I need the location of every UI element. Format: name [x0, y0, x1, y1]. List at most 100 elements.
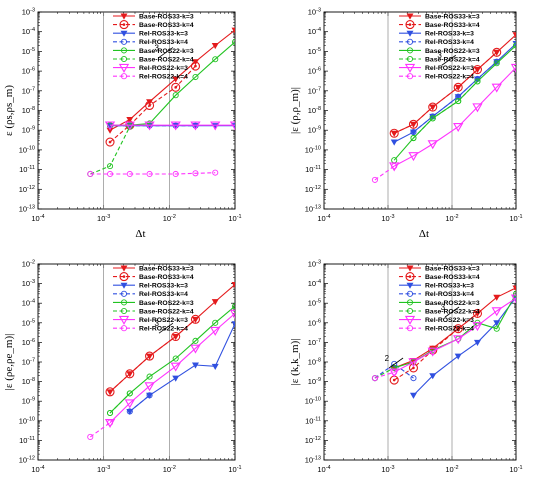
y-tick-label: 10-8 — [308, 358, 321, 367]
x-tick-label: 10-4 — [31, 214, 44, 223]
data-point-Base-ROS33-k=3 — [211, 42, 219, 50]
data-point-Rel-ROS33-k=4 — [146, 392, 153, 399]
data-point-Base-ROS22-k=3 — [493, 60, 500, 67]
series-line-Rel-ROS33-k=3 — [413, 296, 516, 396]
legend-label: Base-ROS22-k=3 — [139, 300, 194, 307]
data-point-Base-ROS33-k=4-center — [128, 372, 132, 376]
plot-frame — [37, 11, 236, 210]
data-point-Base-ROS22-k=3 — [192, 73, 199, 81]
y-tick-label: 10-7 — [22, 358, 35, 367]
y-tick-label: 10-6 — [308, 67, 321, 76]
legend-marker — [120, 38, 128, 45]
x-tick-label: 10-3 — [381, 465, 394, 474]
data-point-Rel-ROS22-k=4 — [87, 170, 94, 178]
y-tick-label: 10-9 — [22, 126, 35, 135]
data-point-Rel-ROS22-k=3 — [491, 307, 502, 317]
slope-label: 2 — [385, 354, 390, 363]
x-tick-label: 10-4 — [317, 465, 330, 474]
data-point-Base-ROS33-k=4 — [472, 64, 483, 75]
y-tick-label: 10-5 — [22, 318, 35, 327]
legend-label: Base-ROS33-k=3 — [425, 265, 480, 272]
data-point-Base-ROS33-k=4-center — [108, 390, 112, 394]
legend-marker — [120, 265, 128, 272]
series-line-Rel-ROS22-k=4 — [90, 172, 216, 175]
legend-marker-center — [408, 275, 412, 278]
legend-marker — [120, 30, 128, 37]
data-point-Rel-ROS33-k=3 — [429, 373, 437, 380]
series-line-Rel-ROS22-k=4 — [89, 422, 111, 438]
series-line-Rel-ROS22-k=3 — [393, 297, 516, 373]
slope-label: 3 — [437, 51, 442, 60]
y-tick-label: 10-9 — [308, 377, 321, 386]
data-point-Rel-ROS33-k=4 — [455, 93, 462, 100]
y-axis-label: ε (ρs,ρs_m) — [3, 85, 15, 136]
data-point-Rel-ROS22-k=3 — [472, 322, 483, 332]
legend-marker — [404, 63, 416, 73]
data-point-Base-ROS33-k=3 — [512, 32, 516, 39]
legend-marker — [120, 290, 128, 297]
data-point-Base-ROS33-k=4-center — [392, 378, 396, 382]
data-point-Base-ROS22-k=4 — [106, 409, 114, 417]
legend-marker — [406, 55, 414, 63]
legend-marker — [406, 73, 414, 80]
data-point-Base-ROS22-k=4 — [106, 163, 114, 170]
x-axis-label: Δt — [419, 228, 429, 240]
y-tick-label: 10-10 — [19, 416, 35, 425]
data-point-Base-ROS33-k=4 — [171, 82, 181, 92]
y-tick-label: 10-10 — [19, 145, 35, 154]
data-point-Base-ROS33-k=3 — [493, 294, 501, 301]
data-point-Rel-ROS33-k=3 — [231, 321, 235, 328]
slope-label: 3 — [441, 303, 446, 312]
data-point-Rel-ROS33-k=3 — [191, 362, 199, 369]
data-point-Rel-ROS22-k=3 — [104, 418, 116, 429]
series-line-Rel-ROS33-k=4 — [374, 363, 414, 379]
data-point-Base-ROS33-k=4 — [125, 369, 135, 379]
legend-marker — [406, 47, 414, 54]
data-point-Rel-ROS22-k=3 — [389, 368, 400, 378]
panel-4: 10-1310-1210-1110-1010-910-810-710-610-5… — [289, 260, 523, 475]
y-tick-label: 10-8 — [22, 377, 35, 386]
legend-marker — [120, 282, 128, 289]
y-tick-label: 10-13 — [305, 456, 321, 465]
legend-marker — [120, 55, 128, 63]
data-point-Rel-ROS22-k=3 — [170, 121, 181, 131]
series-line-Base-ROS22-k=4 — [109, 393, 131, 414]
series-layer — [371, 285, 516, 399]
data-point-Base-ROS22-k=3 — [231, 38, 235, 46]
data-point-Rel-ROS22-k=3 — [491, 83, 502, 93]
data-point-Rel-ROS22-k=4 — [87, 433, 94, 440]
data-point-Base-ROS33-k=3 — [172, 76, 180, 83]
y-tick-label: 10-6 — [22, 67, 35, 76]
legend-marker — [120, 73, 128, 80]
data-point-Base-ROS33-k=4-center — [194, 318, 197, 321]
legend-label: Rel-ROS33-k=3 — [139, 31, 188, 38]
x-tick-label: 10-4 — [31, 465, 44, 474]
data-point-Rel-ROS22-k=3 — [210, 121, 221, 131]
y-tick-label: 10-4 — [22, 27, 35, 36]
legend-marker — [118, 63, 130, 73]
y-tick-label: 10-11 — [305, 416, 321, 425]
legend: Base-ROS33-k=3 Base-ROS33-k=4 Rel-ROS33-k=… — [113, 265, 194, 333]
y-tick-label: 10-3 — [22, 8, 35, 17]
data-point-Base-ROS33-k=4-center — [456, 327, 460, 331]
data-point-Base-ROS22-k=3 — [231, 303, 235, 310]
data-point-Rel-ROS22-k=3 — [124, 399, 135, 409]
legend-label: Rel-ROS22-k=4 — [139, 74, 188, 81]
y-axis-label: |ε (k,k_m)| — [289, 339, 301, 386]
data-point-Base-ROS22-k=3 — [212, 56, 219, 63]
y-tick-label: 10-6 — [308, 318, 321, 327]
data-point-Base-ROS33-k=3 — [126, 116, 134, 124]
data-point-Rel-ROS22-k=3 — [510, 63, 516, 73]
series-layer — [371, 32, 516, 183]
x-tick-label: 10-2 — [445, 465, 458, 474]
x-axis-label: Δt — [135, 228, 145, 240]
data-point-Rel-ROS33-k=4 — [126, 408, 133, 415]
series-line-Rel-ROS22-k=3 — [393, 67, 516, 167]
data-point-Base-ROS33-k=4-center — [456, 86, 460, 89]
legend-marker — [404, 315, 416, 325]
data-point-Base-ROS33-k=4 — [428, 345, 438, 355]
data-point-Base-ROS22-k=3 — [512, 290, 516, 297]
legend-label: Base-ROS22-k=3 — [139, 48, 194, 55]
data-point-Base-ROS33-k=4-center — [476, 312, 479, 315]
legend-marker — [120, 13, 128, 20]
